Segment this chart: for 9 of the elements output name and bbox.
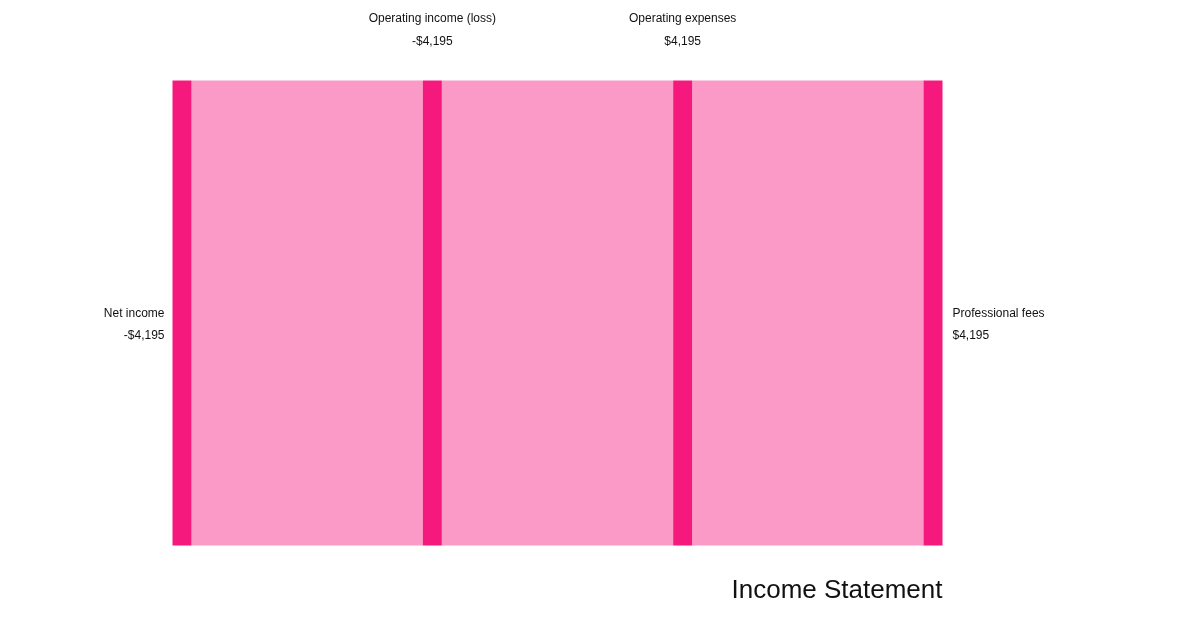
category-label: Operating expenses: [628, 10, 737, 25]
data-label: $4,195: [952, 328, 990, 342]
data-label: $4,195: [664, 33, 702, 48]
data-label: -$4,195: [411, 33, 454, 48]
text: Income Statement: [731, 573, 944, 604]
category-label: Professional fees: [952, 306, 1045, 320]
category-label: Operating income (loss): [368, 10, 497, 25]
category-label: Net income: [103, 306, 165, 320]
data-label: -$4,195: [123, 328, 165, 342]
